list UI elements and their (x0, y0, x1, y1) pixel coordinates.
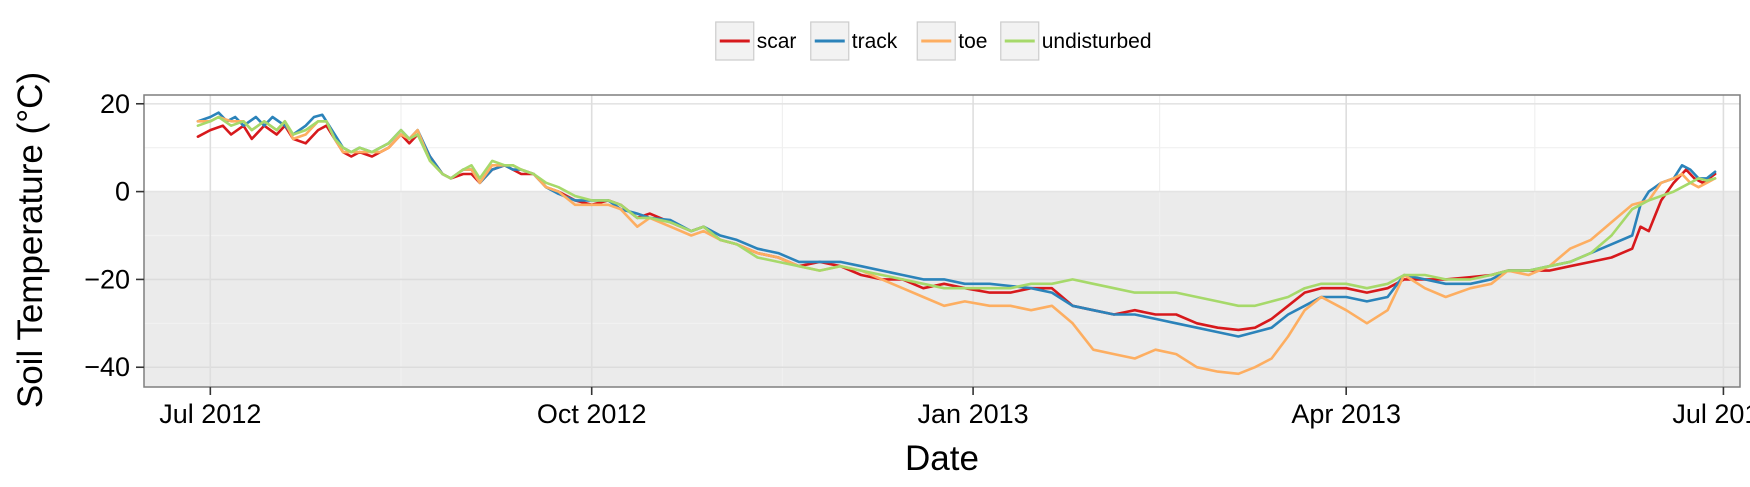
legend: scar track toe undisturbed (715, 21, 1152, 61)
plot-area (144, 95, 1740, 387)
legend-label-toe: toe (958, 30, 987, 53)
panel-border (143, 94, 1741, 388)
y-tick-label: −40 (84, 352, 130, 382)
x-tick-label: Jul 2012 (159, 399, 261, 429)
legend-label-scar: scar (757, 30, 797, 53)
panel-upper (144, 95, 1740, 192)
x-axis-title: Date (905, 439, 979, 478)
axes: 20 0 −20 −40 Jul 2012 Oct 2012 Jan 2013 Apr 201… (84, 89, 1750, 429)
legend-label-undisturbed: undisturbed (1042, 30, 1152, 53)
x-tick-label: Jul 2013 (1672, 399, 1750, 429)
legend-label-track: track (852, 30, 898, 53)
x-tick-label: Oct 2012 (537, 399, 647, 429)
y-tick-label: 20 (100, 89, 130, 119)
y-tick-label: 0 (115, 177, 130, 207)
series-line-undisturbed (196, 115, 1717, 308)
shaded-region (144, 191, 1740, 387)
x-tick-label: Jan 2013 (918, 399, 1029, 429)
y-axis-title: Soil Temperature (°C) (11, 72, 50, 408)
x-tick-label: Apr 2013 (1291, 399, 1401, 429)
y-tick-label: −20 (84, 264, 130, 294)
